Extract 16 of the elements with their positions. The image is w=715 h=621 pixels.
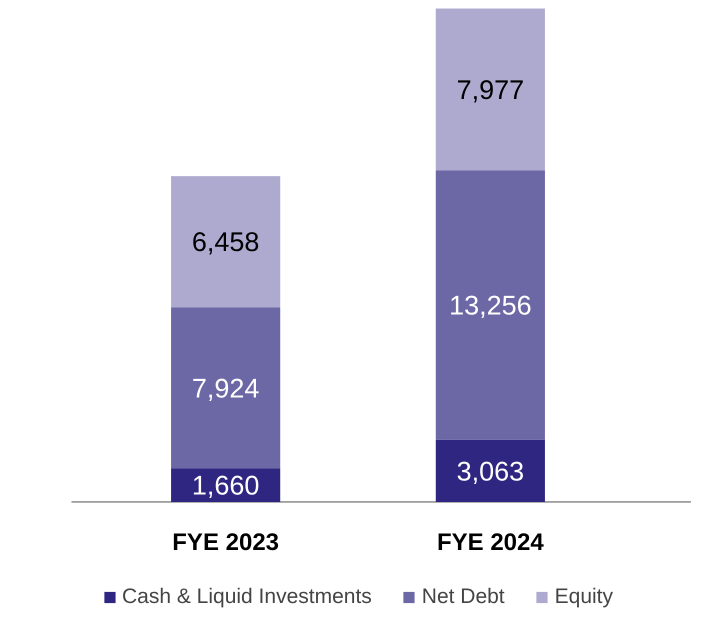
legend-label: Net Debt xyxy=(422,585,505,609)
data-label: 6,458 xyxy=(192,227,260,258)
bar xyxy=(436,440,545,502)
data-label: 13,256 xyxy=(449,290,532,321)
data-label: 3,063 xyxy=(456,456,524,486)
bar xyxy=(436,170,545,440)
bar xyxy=(171,176,280,308)
bar xyxy=(171,307,280,468)
bar xyxy=(436,8,545,170)
legend-label: Cash & Liquid Investments xyxy=(122,585,372,609)
data-label: 7,924 xyxy=(192,373,260,404)
x-tick-label: FYE 2023 xyxy=(172,528,280,556)
x-tick-label: FYE 2024 xyxy=(436,528,544,556)
legend-label: Equity xyxy=(554,585,614,609)
data-label: 7,977 xyxy=(456,74,524,105)
data-label: 1,660 xyxy=(192,470,260,501)
